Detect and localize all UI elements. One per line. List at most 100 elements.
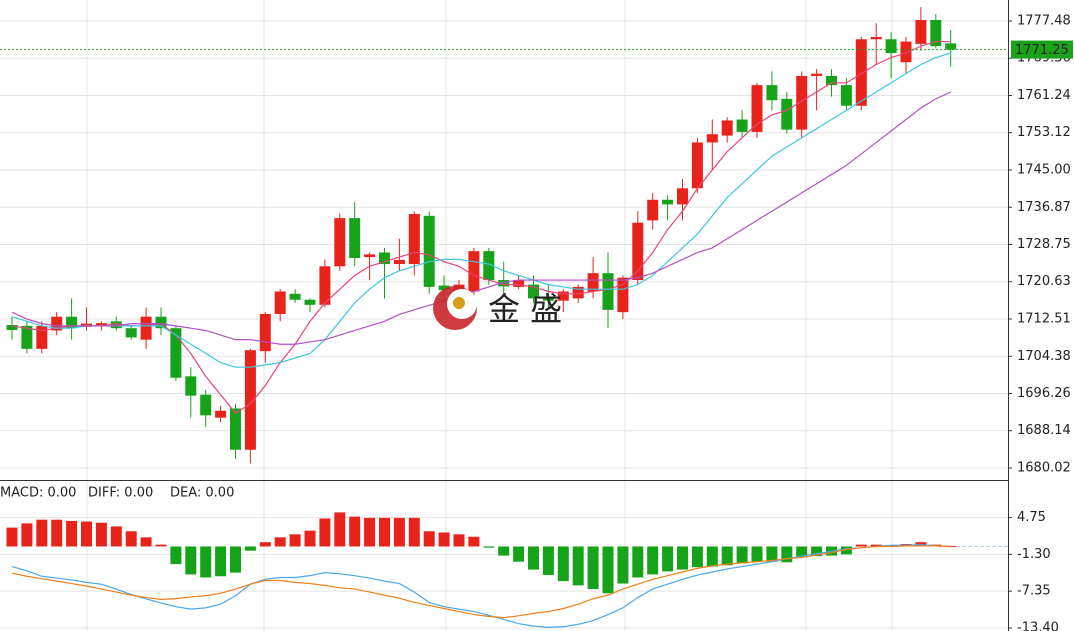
candle-body (796, 75, 808, 130)
candle-body (811, 73, 823, 76)
candle-body (572, 286, 584, 299)
candle-body (587, 273, 599, 292)
candle-body (483, 251, 495, 281)
macd-bar (215, 546, 227, 577)
macd-bar (95, 522, 107, 547)
macd-bar (379, 517, 390, 547)
macd-bar (811, 546, 823, 557)
watermark (433, 286, 477, 330)
moving-average-line (11, 52, 951, 368)
candle-body (379, 252, 390, 264)
macd-bar (453, 534, 465, 547)
macd-bar (125, 531, 137, 547)
y-tick-label: 1728.75 (1017, 237, 1071, 252)
y-tick-label: 1712.51 (1017, 311, 1071, 326)
candle-body (200, 394, 212, 416)
y-tick-label: 1745.00 (1017, 162, 1071, 177)
macd-bar (602, 546, 614, 594)
moving-average-line (11, 91, 951, 345)
macd-bar (751, 546, 763, 562)
macd-bar (677, 546, 688, 570)
macd-bar (230, 546, 241, 573)
candle-body (915, 19, 927, 44)
macd-bar (483, 546, 495, 548)
candle-body (781, 98, 793, 130)
macd-bar (155, 544, 167, 547)
macd-bar (304, 530, 316, 547)
y-tick-label: 1680.02 (1017, 460, 1071, 475)
candle-body (617, 277, 629, 313)
candle-body (185, 376, 197, 396)
macd-bar (21, 523, 33, 547)
y-tick-label: 1696.26 (1017, 386, 1071, 401)
candle-body (230, 408, 241, 450)
last-price-label: 1771.25 (1015, 43, 1069, 58)
candle-body (647, 199, 659, 221)
candle-body (51, 316, 63, 331)
macd-bar (766, 546, 778, 562)
y-tick-label: -13.40 (1017, 620, 1059, 631)
macd-bar (170, 546, 182, 565)
macd-bar (498, 546, 510, 556)
candle-body (468, 251, 480, 292)
macd-bar (274, 537, 286, 547)
candle-body (334, 218, 346, 267)
macd-bar (781, 546, 793, 563)
candle-body (289, 293, 301, 300)
candle-body (170, 328, 182, 378)
candle-body (6, 324, 18, 331)
macd-bar (542, 546, 554, 576)
legend-label: DEA: 0.00 (170, 486, 234, 501)
candle-body (677, 188, 688, 205)
macd-bar (557, 546, 569, 582)
watermark-text: 金 盛 (488, 290, 562, 328)
candle-body (423, 215, 435, 287)
macd-bar (66, 520, 78, 547)
moving-average-line (11, 40, 951, 414)
macd-bar (528, 546, 539, 570)
candle-body (513, 280, 525, 287)
candle-body (438, 285, 450, 291)
candle-body (736, 119, 748, 132)
y-tick-label: 1761.24 (1017, 88, 1071, 103)
candle-body (602, 273, 614, 310)
candle-body (110, 321, 122, 329)
macd-bar (36, 519, 48, 547)
macd-bar (393, 517, 405, 547)
y-tick-label: 1704.38 (1017, 349, 1071, 364)
macd-bar (721, 546, 733, 566)
macd-bar (110, 526, 122, 547)
macd-line (11, 544, 951, 628)
macd-bar (691, 546, 703, 568)
candle-body (855, 39, 867, 106)
macd-bar (870, 544, 882, 547)
candle-body (244, 350, 256, 450)
candle-body (528, 284, 539, 299)
macd-bar (572, 546, 584, 586)
y-tick-label: -7.35 (1017, 584, 1051, 599)
candle-body (840, 85, 852, 106)
macd-bar (513, 546, 525, 562)
candle-body (542, 298, 554, 301)
macd-bar (319, 518, 331, 547)
candle-body (304, 299, 316, 305)
macd-bar (349, 516, 361, 547)
macd-bar (468, 536, 480, 547)
candle-body (662, 199, 674, 205)
candle-body (632, 222, 644, 281)
macd-bar (647, 546, 659, 575)
candle-body (945, 43, 957, 50)
y-tick-label: 1720.63 (1017, 274, 1071, 289)
candle-body (349, 218, 361, 259)
candle-body (274, 291, 286, 314)
y-tick-label: 1688.14 (1017, 423, 1071, 438)
macd-bar (855, 544, 867, 547)
last-price-box (1011, 40, 1073, 59)
macd-bar (334, 512, 346, 547)
y-tick-label: 1777.48 (1017, 14, 1071, 29)
macd-line (11, 545, 951, 619)
macd-bar (840, 546, 852, 555)
y-tick-label: 1753.12 (1017, 125, 1071, 140)
macd-bar (289, 534, 301, 547)
